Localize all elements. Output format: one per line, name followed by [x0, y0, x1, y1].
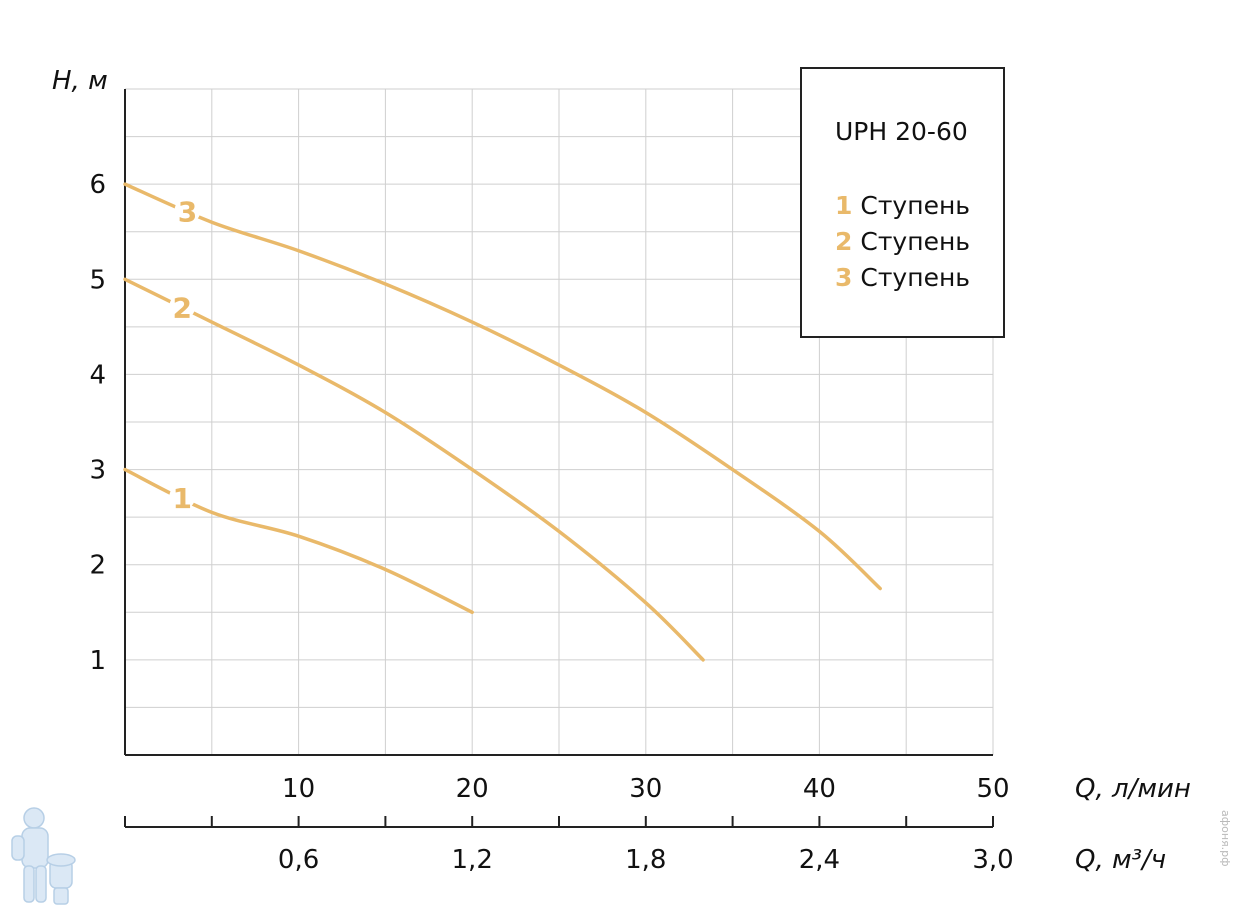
chart-axes	[124, 89, 994, 828]
legend-number-2: 2	[835, 227, 853, 256]
legend-label-3: Ступень	[860, 263, 971, 292]
y-tick-label: 6	[89, 170, 106, 200]
x-tick-label: 40	[803, 774, 836, 804]
x-secondary-tick-label: 0,6	[278, 845, 319, 875]
x-axis-title: Q, л/мин	[1075, 774, 1191, 804]
legend-label-2: Ступень	[860, 227, 971, 256]
y-tick-label: 2	[89, 551, 106, 581]
chart-series: 1 2 3	[123, 182, 882, 662]
x-secondary-tick-label: 2,4	[799, 845, 840, 875]
series-1-label-halo	[169, 483, 196, 510]
y-tick-label: 4	[89, 360, 106, 390]
legend-item-3: 3 Ступень	[835, 263, 970, 292]
legend-number-3: 3	[835, 263, 853, 292]
legend-number-1: 1	[835, 191, 853, 220]
plumber-mascot-icon	[11, 807, 76, 905]
x-secondary-tick-label: 1,8	[625, 845, 666, 875]
x-secondary-tick-label: 1,2	[452, 845, 493, 875]
legend: UPH 20-60 1 Ступень 2 Ступень 3 Ступень	[800, 67, 1005, 338]
series-3-line	[123, 182, 882, 591]
x-secondary-tick-label: 3,0	[972, 845, 1013, 875]
watermark-side-text: афоня.рф	[1219, 810, 1232, 867]
series-2-label: 2	[173, 292, 192, 325]
y-tick-label: 5	[89, 265, 106, 295]
y-tick-label: 3	[89, 456, 106, 486]
series-3-label: 3	[178, 196, 197, 229]
y-axis-title: H, м	[52, 66, 108, 96]
chart-tick-labels: 1 2 3 4 5 6 10 20 30 40 50 0,6 1,2 1,8 2,4 3,0 H, м Q, л/…	[52, 66, 1191, 875]
series-3-label-halo	[174, 197, 201, 224]
x-tick-label: 20	[456, 774, 489, 804]
chart-title: UPH 20-60	[835, 117, 968, 146]
legend-item-2: 2 Ступень	[835, 227, 970, 256]
x-tick-label: 30	[629, 774, 662, 804]
series-1-label: 1	[173, 482, 192, 515]
legend-label-1: Ступень	[860, 191, 971, 220]
y-tick-label: 1	[89, 646, 106, 676]
x-secondary-axis-title: Q, м³/ч	[1075, 845, 1166, 875]
x-tick-label: 50	[976, 774, 1009, 804]
x-tick-label: 10	[282, 774, 315, 804]
series-2-line	[123, 277, 705, 662]
legend-item-1: 1 Ступень	[835, 191, 970, 220]
series-2-label-halo	[169, 293, 196, 320]
